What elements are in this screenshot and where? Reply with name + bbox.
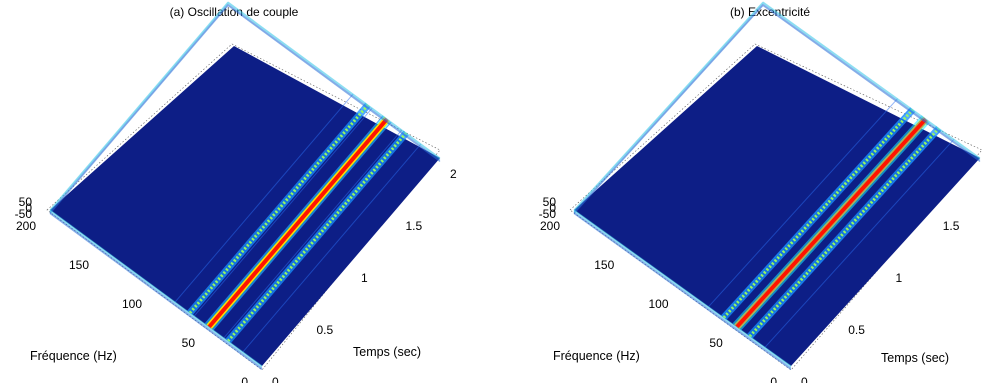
- x-tick-label: 0: [272, 375, 279, 383]
- ridge-harmonic: [708, 98, 898, 308]
- y-tick-label: 200: [16, 219, 36, 233]
- y-tick-label: 200: [540, 219, 560, 233]
- surface-edge-right: [762, 5, 981, 163]
- surface-edge-left: [573, 209, 792, 367]
- ridge-main-core: [735, 117, 928, 329]
- x-tick-label: 0.5: [848, 323, 865, 337]
- ridge-side-1: [188, 103, 370, 314]
- x-axis-label: Temps (sec): [881, 351, 949, 365]
- surface-edge-top: [49, 4, 229, 213]
- surface-edge-left: [49, 209, 263, 367]
- ridge-harmonic: [204, 115, 384, 325]
- ridge-harmonic: [242, 143, 422, 353]
- ridges-a: [174, 93, 422, 353]
- surface-edge-right: [227, 5, 441, 163]
- surface-edge-top: [49, 2, 229, 212]
- chart-title: (a) Oscillation de couple: [170, 5, 299, 19]
- surface-edge-left: [49, 210, 263, 368]
- x-tick-label: 1: [896, 271, 903, 285]
- chart-panel-a: (a) Oscillation de couple 00.511.5205010…: [15, 1, 457, 383]
- z-tick-label: 50: [19, 195, 33, 209]
- surface-edge-top: [49, 1, 229, 211]
- surface-edge-left: [49, 211, 263, 369]
- z-tick-label: -50: [539, 207, 557, 221]
- x-tick-label: 0: [801, 375, 808, 383]
- surface-edge-top: [573, 1, 764, 211]
- ridge-side-2: [748, 127, 940, 338]
- ridge-harmonic: [764, 138, 955, 348]
- x-tick-label: 1.5: [406, 219, 423, 233]
- ridge-side-2: [226, 132, 408, 343]
- surface-edge-top: [573, 2, 764, 212]
- ridge-harmonic: [193, 107, 373, 317]
- x-tick-label: 1: [361, 271, 368, 285]
- x-tick-label: 0.5: [317, 323, 334, 337]
- ridge-harmonic: [734, 117, 924, 326]
- x-tick-label: 1.5: [943, 219, 960, 233]
- surface-edge-right: [227, 3, 441, 161]
- y-axis-label: Fréquence (Hz): [553, 349, 640, 363]
- y-tick-label: 0: [770, 375, 777, 383]
- y-tick-label: 150: [69, 258, 89, 272]
- surface-edge-right: [227, 2, 441, 160]
- ridge-harmonic: [174, 93, 354, 303]
- y-tick-label: 50: [709, 336, 723, 350]
- ridges-b: [708, 98, 955, 348]
- surface-edge-left: [573, 211, 792, 369]
- surface-edge-left: [573, 210, 792, 368]
- surface-edge-top: [49, 5, 229, 214]
- back-frame: [569, 43, 983, 371]
- x-axis-label: Temps (sec): [353, 345, 421, 359]
- spectrogram-surface: [50, 46, 440, 366]
- surface-edges-b: [573, 1, 981, 371]
- ridge-main-core: [207, 117, 389, 329]
- surface-edge-right: [762, 3, 981, 161]
- ridge-side-1: [722, 108, 914, 319]
- surface-edge-right: [762, 2, 981, 160]
- surface-edge-right: [762, 1, 981, 159]
- surface-edge-left: [49, 213, 263, 371]
- z-tick-label: -50: [15, 207, 33, 221]
- y-tick-label: 100: [122, 297, 142, 311]
- spectrogram-surface: [574, 46, 980, 366]
- z-tick-label: 50: [543, 195, 557, 209]
- surface-edge-right: [227, 1, 441, 159]
- z-tick-label: 0: [25, 201, 32, 215]
- surface-edge-top: [573, 5, 764, 214]
- surface-edge-top: [573, 4, 764, 213]
- z-tick-label: 0: [549, 201, 556, 215]
- y-tick-label: 150: [594, 258, 614, 272]
- ridge-harmonic: [223, 129, 403, 339]
- ridge-harmonic: [738, 120, 929, 329]
- x-tick-label: 2: [450, 167, 457, 181]
- y-axis-label: Fréquence (Hz): [30, 349, 117, 363]
- y-tick-label: 0: [241, 375, 248, 383]
- surface-edges-a: [49, 1, 441, 371]
- y-tick-label: 100: [648, 297, 668, 311]
- chart-panel-b: (b) Excentricité 00.511.5205010015020050…: [539, 1, 983, 383]
- ridge-harmonic: [212, 121, 392, 331]
- surface-edge-left: [573, 213, 792, 371]
- y-tick-label: 50: [182, 336, 196, 350]
